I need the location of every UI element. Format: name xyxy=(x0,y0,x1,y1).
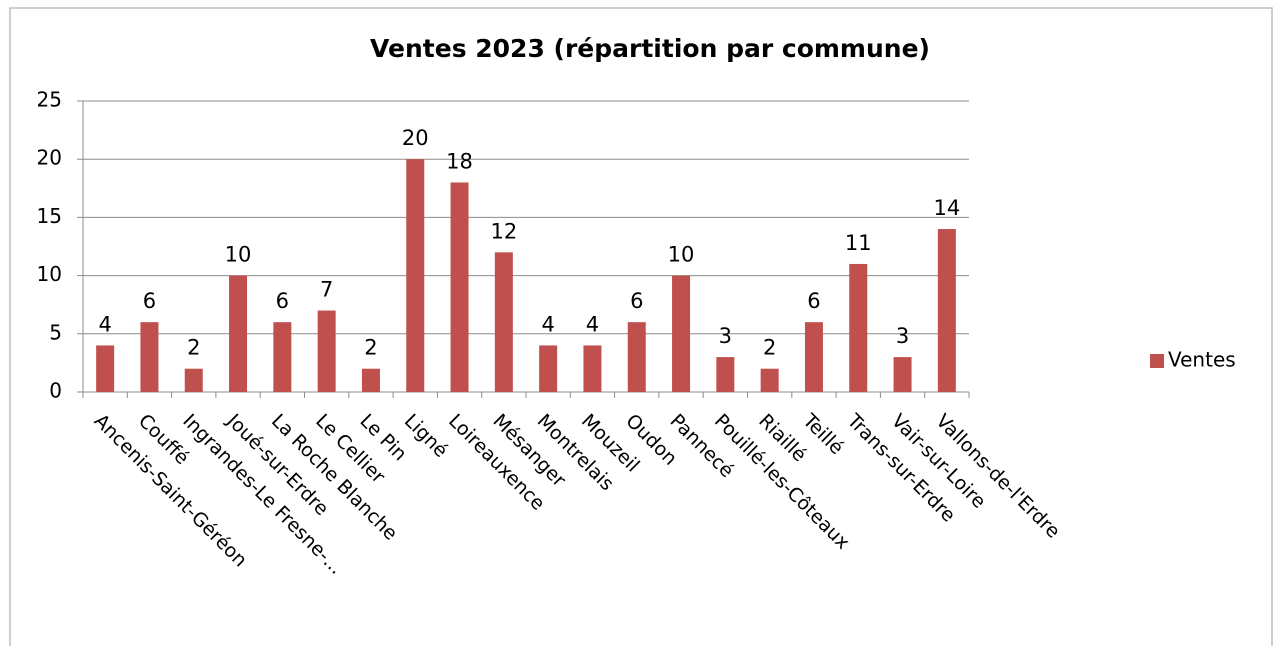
bar xyxy=(96,345,115,392)
chart-title: Ventes 2023 (répartition par commune) xyxy=(370,34,930,63)
bar xyxy=(494,252,513,392)
bar xyxy=(317,310,336,392)
bar xyxy=(539,345,558,392)
bar xyxy=(672,275,691,392)
bar xyxy=(229,275,248,392)
bar xyxy=(273,322,292,392)
bar xyxy=(450,182,469,392)
bar xyxy=(406,159,425,392)
y-tick-label: 25 xyxy=(37,88,62,112)
bar xyxy=(804,322,823,392)
data-label: 10 xyxy=(225,243,252,267)
y-tick-label: 0 xyxy=(49,379,62,403)
data-label: 3 xyxy=(719,324,732,348)
data-label: 2 xyxy=(763,336,776,360)
data-label: 7 xyxy=(320,278,333,302)
bar xyxy=(893,357,912,392)
bar xyxy=(937,229,956,392)
data-label: 10 xyxy=(668,243,695,267)
data-label: 12 xyxy=(490,219,517,243)
legend-swatch xyxy=(1150,354,1164,368)
bar xyxy=(849,263,868,392)
data-label: 3 xyxy=(896,324,909,348)
data-label: 6 xyxy=(807,289,820,313)
legend-label: Ventes xyxy=(1168,348,1236,372)
bar xyxy=(627,322,646,392)
data-label: 6 xyxy=(630,289,643,313)
y-tick-label: 10 xyxy=(37,262,62,286)
y-tick-label: 15 xyxy=(37,204,62,228)
data-label: 11 xyxy=(845,231,872,255)
data-label: 2 xyxy=(364,336,377,360)
data-label: 4 xyxy=(586,312,599,336)
data-label: 2 xyxy=(187,336,200,360)
bar xyxy=(361,368,380,392)
data-label: 20 xyxy=(402,126,429,150)
bar xyxy=(140,322,159,392)
bar xyxy=(760,368,779,392)
data-label: 14 xyxy=(933,196,960,220)
data-label: 4 xyxy=(541,312,554,336)
y-tick-label: 20 xyxy=(37,146,62,170)
data-label: 18 xyxy=(446,149,473,173)
data-label: 6 xyxy=(276,289,289,313)
bar xyxy=(716,357,735,392)
data-label: 6 xyxy=(143,289,156,313)
data-label: 4 xyxy=(98,312,111,336)
y-tick-label: 5 xyxy=(49,320,62,344)
bar xyxy=(583,345,602,392)
bar xyxy=(184,368,203,392)
